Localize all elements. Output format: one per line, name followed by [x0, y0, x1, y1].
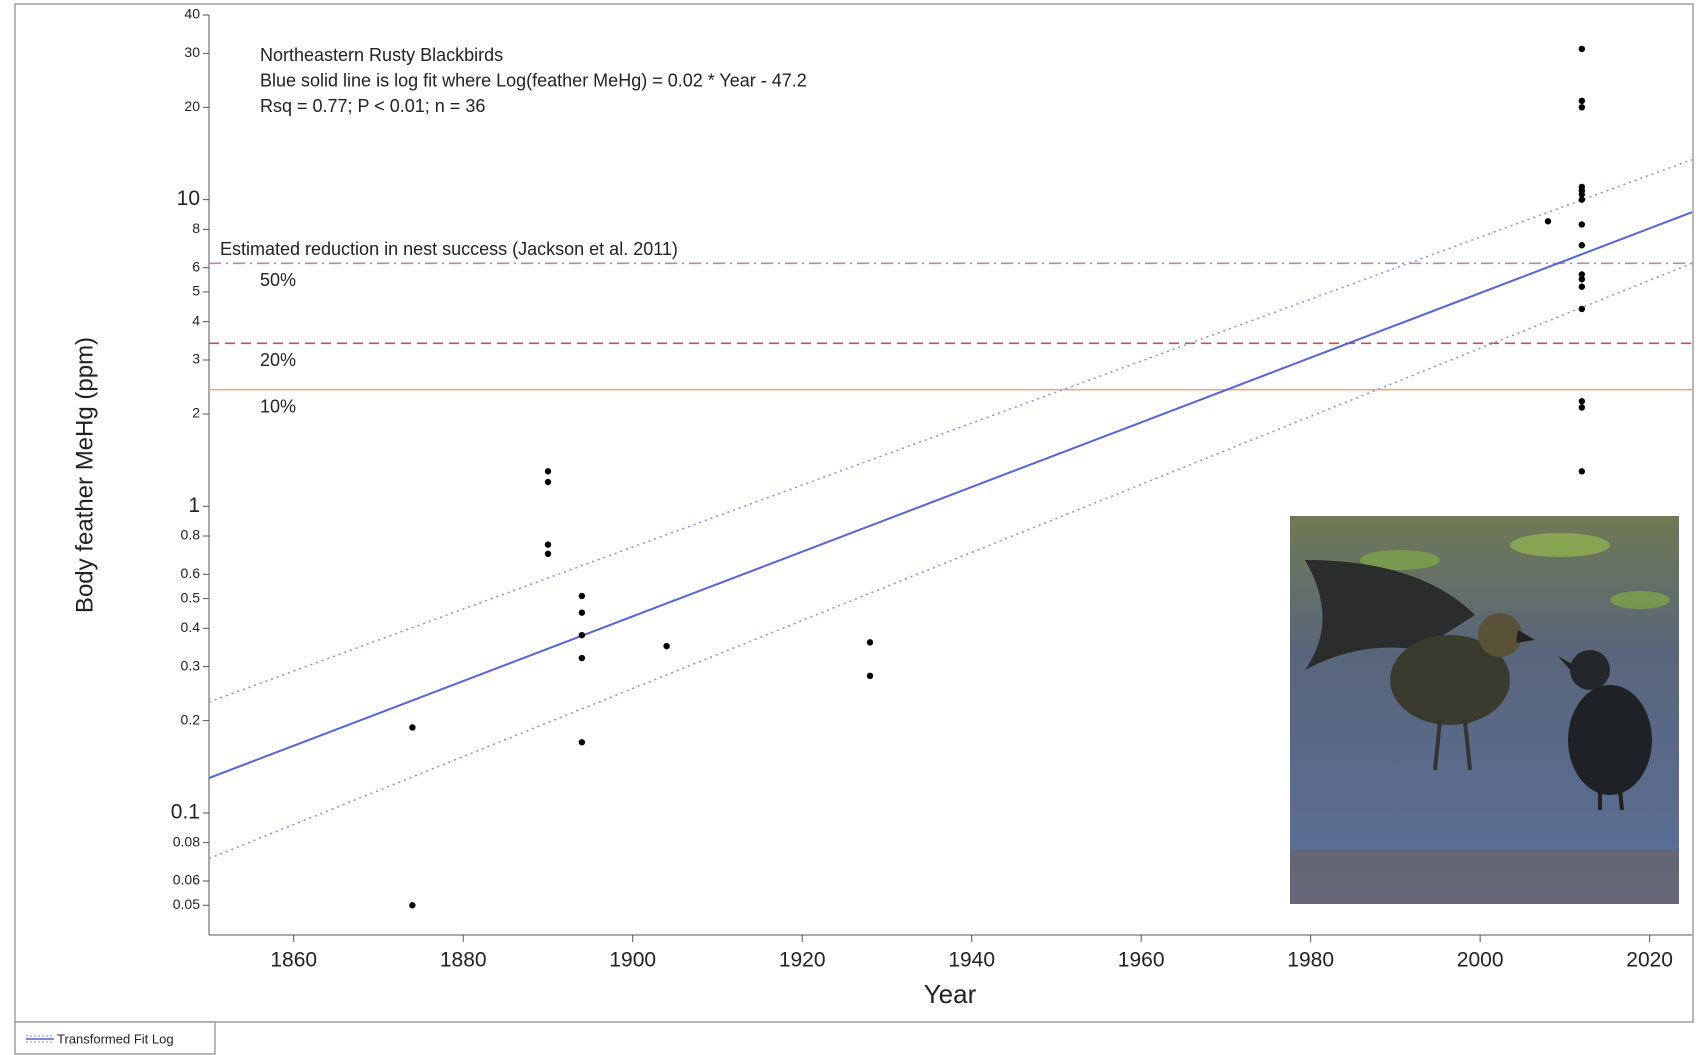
y-tick-label: 8	[192, 220, 200, 236]
y-tick-label: 0.1	[171, 801, 200, 824]
data-point	[1579, 404, 1585, 410]
y-tick-label: 0.08	[173, 833, 200, 849]
y-tick-label: 0.2	[181, 711, 201, 727]
data-point	[1579, 242, 1585, 248]
y-tick-label: 30	[184, 44, 200, 60]
legend-label: Transformed Fit Log	[57, 1031, 174, 1046]
data-point	[1579, 398, 1585, 404]
x-tick-label: 1920	[779, 949, 826, 972]
y-tick-label: 5	[192, 283, 200, 299]
y-axis-title: Body feather MeHg (ppm)	[71, 337, 98, 613]
y-tick-label: 0.3	[181, 657, 201, 673]
y-tick-label: 2	[192, 405, 200, 421]
y-tick-label: 1	[188, 494, 200, 517]
data-point	[1579, 221, 1585, 227]
threshold-label: 20%	[260, 350, 296, 370]
y-tick-label: 0.4	[181, 619, 201, 635]
x-tick-label: 1860	[270, 949, 317, 972]
chart: Transformed Fit Log Year Body feather Me…	[0, 0, 1696, 1055]
data-point	[579, 593, 585, 599]
y-tick-label: 6	[192, 258, 200, 274]
data-point	[545, 541, 551, 547]
x-tick-label: 1960	[1118, 949, 1165, 972]
data-point	[579, 739, 585, 745]
data-point	[1579, 284, 1585, 290]
x-tick-label: 1980	[1287, 949, 1334, 972]
x-axis-title: Year	[924, 979, 977, 1009]
data-point	[1579, 46, 1585, 52]
threshold-title: Estimated reduction in nest success (Jac…	[220, 239, 678, 259]
y-tick-label: 10	[177, 187, 200, 210]
data-point	[545, 468, 551, 474]
x-tick-label: 1900	[609, 949, 656, 972]
annotation: Blue solid line is log fit where Log(fea…	[260, 70, 807, 90]
annotation: Northeastern Rusty Blackbirds	[260, 45, 503, 65]
x-tick-label: 2000	[1457, 949, 1504, 972]
y-tick-label: 0.06	[173, 872, 200, 888]
data-point	[579, 655, 585, 661]
data-point	[1579, 306, 1585, 312]
y-tick-label: 0.05	[173, 896, 200, 912]
bird-photo	[1290, 516, 1679, 904]
data-point	[545, 551, 551, 557]
x-tick-label: 1940	[948, 949, 995, 972]
y-tick-label: 20	[184, 98, 200, 114]
data-point	[409, 724, 415, 730]
data-point	[409, 902, 415, 908]
annotation: Rsq = 0.77; P < 0.01; n = 36	[260, 96, 485, 116]
y-tick-label: 3	[192, 351, 200, 367]
data-point	[1579, 468, 1585, 474]
data-point	[867, 673, 873, 679]
data-point	[1579, 196, 1585, 202]
data-point	[579, 632, 585, 638]
y-tick-label: 4	[192, 312, 200, 328]
data-point	[867, 639, 873, 645]
page: Transformed Fit Log Year Body feather Me…	[0, 0, 1696, 1055]
data-point	[1545, 218, 1551, 224]
y-tick-label: 0.8	[181, 527, 201, 543]
data-point	[1579, 104, 1585, 110]
threshold-label: 50%	[260, 270, 296, 290]
y-tick-label: 0.6	[181, 565, 201, 581]
threshold-label: 10%	[260, 396, 296, 416]
x-tick-label: 1880	[440, 949, 487, 972]
x-tick-label: 2020	[1626, 949, 1673, 972]
data-point	[1579, 276, 1585, 282]
data-point	[663, 643, 669, 649]
data-point	[545, 479, 551, 485]
y-tick-label: 40	[184, 6, 200, 22]
data-point	[1579, 98, 1585, 104]
y-tick-label: 0.5	[181, 589, 201, 605]
data-point	[579, 609, 585, 615]
